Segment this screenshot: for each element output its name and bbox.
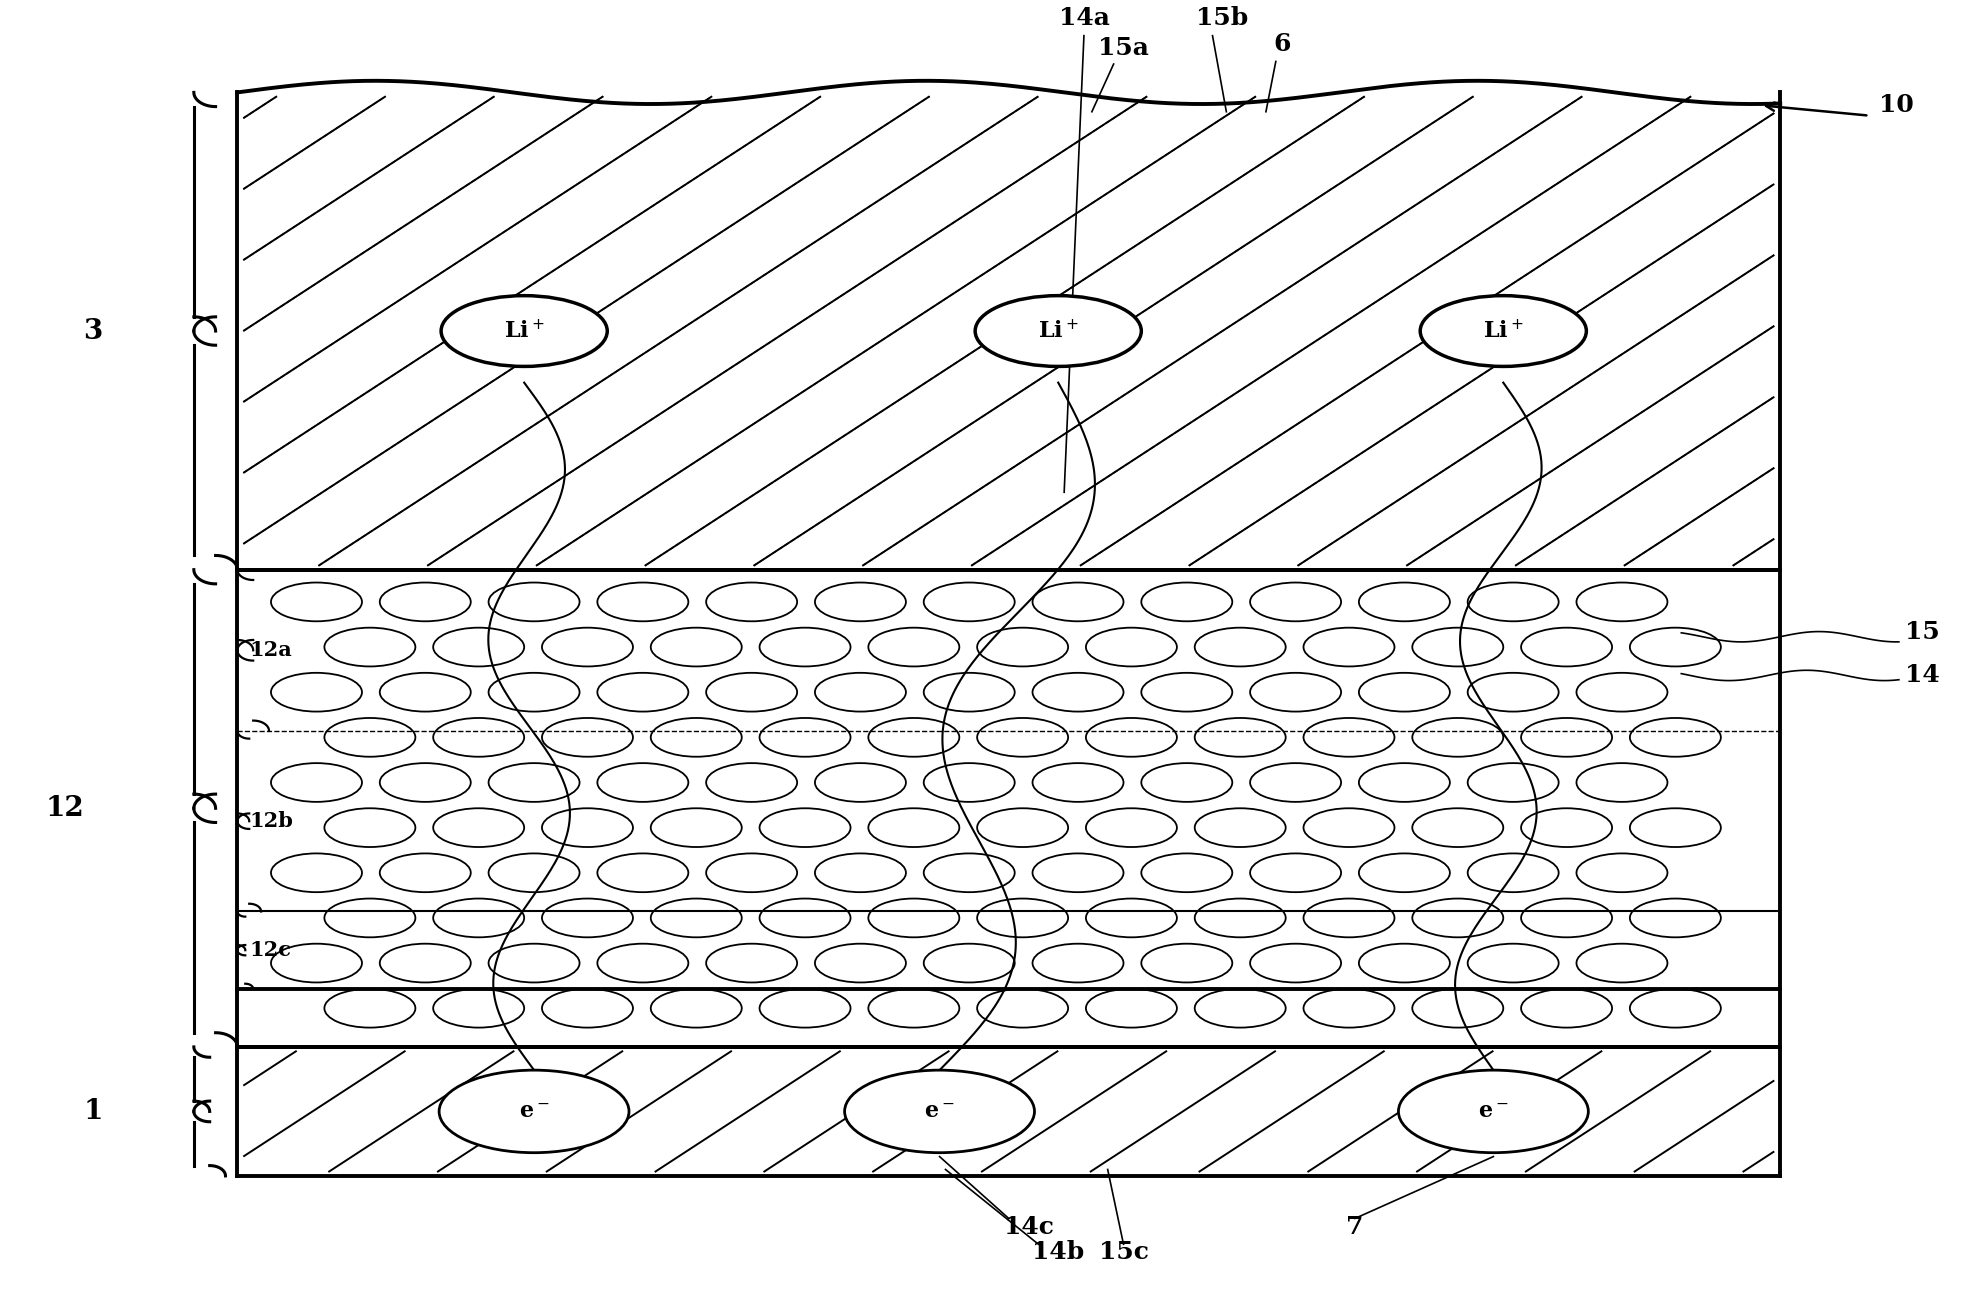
Text: 7: 7 (1347, 1214, 1363, 1239)
Text: 15: 15 (1905, 620, 1940, 643)
Text: 14a: 14a (1058, 6, 1110, 31)
Ellipse shape (1420, 296, 1586, 367)
Text: 15a: 15a (1098, 36, 1149, 61)
Text: 6: 6 (1274, 32, 1290, 57)
Ellipse shape (441, 296, 607, 367)
Text: 12c: 12c (249, 941, 291, 960)
Ellipse shape (845, 1070, 1034, 1152)
Text: 12b: 12b (249, 811, 293, 831)
Text: 12a: 12a (249, 641, 293, 660)
Text: 14: 14 (1905, 663, 1940, 687)
Text: 14c: 14c (1003, 1214, 1054, 1239)
Text: e$^-$: e$^-$ (518, 1101, 550, 1123)
Ellipse shape (975, 296, 1141, 367)
Ellipse shape (1398, 1070, 1588, 1152)
Text: Li$^+$: Li$^+$ (504, 319, 544, 342)
Text: 10: 10 (1879, 93, 1915, 118)
Text: e$^-$: e$^-$ (1478, 1101, 1509, 1123)
Text: 1: 1 (83, 1098, 103, 1125)
Text: 3: 3 (83, 318, 103, 345)
Text: e$^-$: e$^-$ (924, 1101, 955, 1123)
Text: Li$^+$: Li$^+$ (1484, 319, 1523, 342)
Text: 12: 12 (45, 795, 85, 822)
Text: Li$^+$: Li$^+$ (1038, 319, 1078, 342)
Text: 15b: 15b (1197, 6, 1248, 31)
Ellipse shape (439, 1070, 629, 1152)
Text: 15c: 15c (1098, 1240, 1149, 1265)
Text: 14b: 14b (1033, 1240, 1084, 1265)
